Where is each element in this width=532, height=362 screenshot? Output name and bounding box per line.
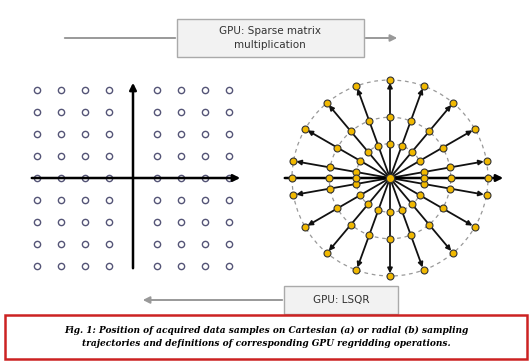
Text: Fig. 1: Position of acquired data samples on Cartesian (a) or radial (b) samplin: Fig. 1: Position of acquired data sample… <box>64 326 468 348</box>
FancyBboxPatch shape <box>284 286 398 314</box>
FancyBboxPatch shape <box>177 19 364 57</box>
FancyBboxPatch shape <box>5 315 527 359</box>
Text: GPU: Sparse matrix
multiplication: GPU: Sparse matrix multiplication <box>219 26 321 50</box>
Text: GPU: LSQR: GPU: LSQR <box>313 295 369 305</box>
